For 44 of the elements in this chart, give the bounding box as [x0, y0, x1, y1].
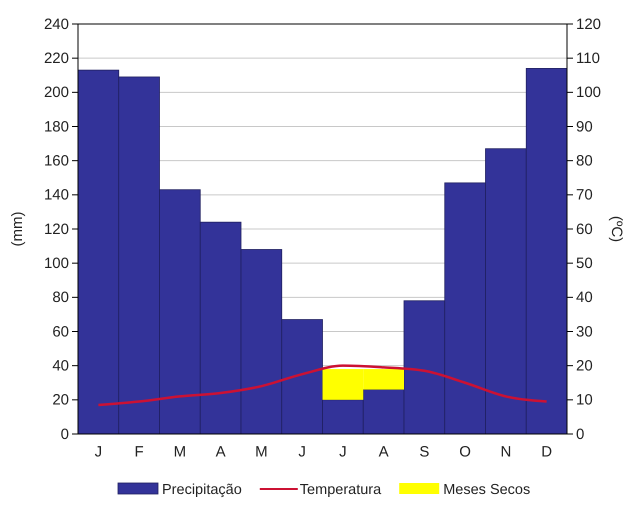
- legend-label: Temperatura: [300, 482, 382, 498]
- y2-tick-label: 0: [576, 426, 584, 443]
- x-tick-label: F: [134, 444, 144, 461]
- y2-tick-label: 70: [576, 186, 593, 204]
- legend-label: Meses Secos: [443, 482, 530, 498]
- y2-tick-label: 10: [576, 392, 593, 409]
- y2-tick-label: 80: [576, 152, 593, 170]
- y-tick-label: 140: [44, 186, 69, 204]
- y-tick-label: 100: [44, 254, 69, 272]
- y-tick-label: 40: [52, 357, 69, 374]
- x-tick-label: D: [541, 444, 552, 461]
- y2-tick-label: 110: [576, 50, 600, 67]
- y-tick-label: 20: [52, 392, 69, 409]
- y-tick-label: 120: [44, 220, 69, 238]
- x-tick-label: A: [378, 444, 389, 461]
- y2-tick-label: 40: [576, 289, 593, 306]
- y-tick-label: 220: [44, 50, 69, 67]
- x-tick-label: M: [255, 444, 268, 461]
- legend-label: Precipitação: [162, 482, 242, 498]
- x-tick-label: O: [459, 444, 471, 461]
- y-tick-label: 240: [44, 16, 69, 33]
- y-tick-label: 0: [60, 426, 69, 443]
- x-tick-label: M: [174, 444, 186, 461]
- y2-axis-title: (ºC): [608, 216, 625, 242]
- y2-tick-label: 90: [576, 118, 593, 136]
- y-tick-label: 160: [44, 152, 69, 170]
- y2-tick-label: 60: [576, 220, 593, 238]
- y-tick-label: 200: [44, 84, 69, 102]
- y2-tick-label: 50: [576, 254, 593, 272]
- y2-tick-label: 30: [576, 323, 593, 340]
- x-tick-label: J: [339, 444, 347, 461]
- y2-tick-label: 120: [576, 16, 602, 33]
- x-tick-label: S: [419, 444, 430, 461]
- y-tick-label: 60: [52, 323, 69, 340]
- x-tick-label: N: [500, 444, 512, 461]
- x-tick-label: A: [216, 444, 226, 461]
- y-axis-title: (mm): [9, 212, 26, 246]
- y2-tick-label: 100: [576, 84, 602, 102]
- y-tick-label: 180: [44, 118, 69, 136]
- y-tick-label: 80: [52, 289, 69, 306]
- line-series: [97, 364, 548, 406]
- y2-tick-label: 20: [576, 357, 593, 374]
- x-tick-label: J: [298, 444, 306, 461]
- x-tick-label: J: [94, 444, 102, 461]
